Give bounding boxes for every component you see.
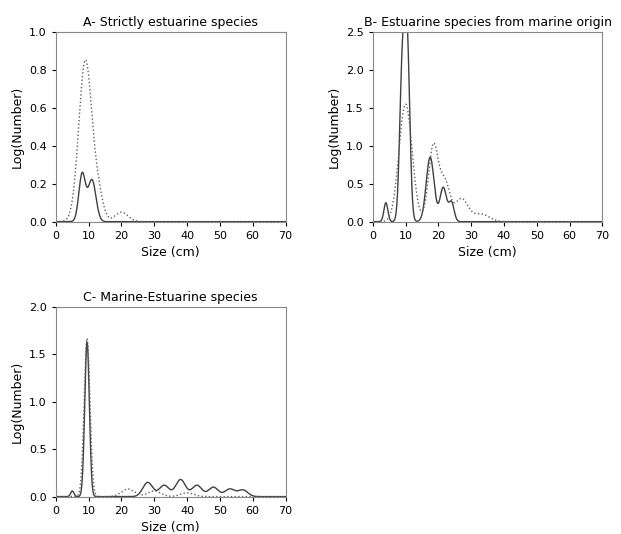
X-axis label: Size (cm): Size (cm) xyxy=(458,246,517,259)
Y-axis label: Log(Number): Log(Number) xyxy=(11,360,24,443)
Title: B- Estuarine species from marine origin: B- Estuarine species from marine origin xyxy=(363,17,612,29)
Y-axis label: Log(Number): Log(Number) xyxy=(327,86,340,168)
Title: C- Marine-Estuarine species: C- Marine-Estuarine species xyxy=(83,292,258,304)
Title: A- Strictly estuarine species: A- Strictly estuarine species xyxy=(83,17,258,29)
X-axis label: Size (cm): Size (cm) xyxy=(142,521,200,534)
Y-axis label: Log(Number): Log(Number) xyxy=(11,86,24,168)
X-axis label: Size (cm): Size (cm) xyxy=(142,246,200,259)
